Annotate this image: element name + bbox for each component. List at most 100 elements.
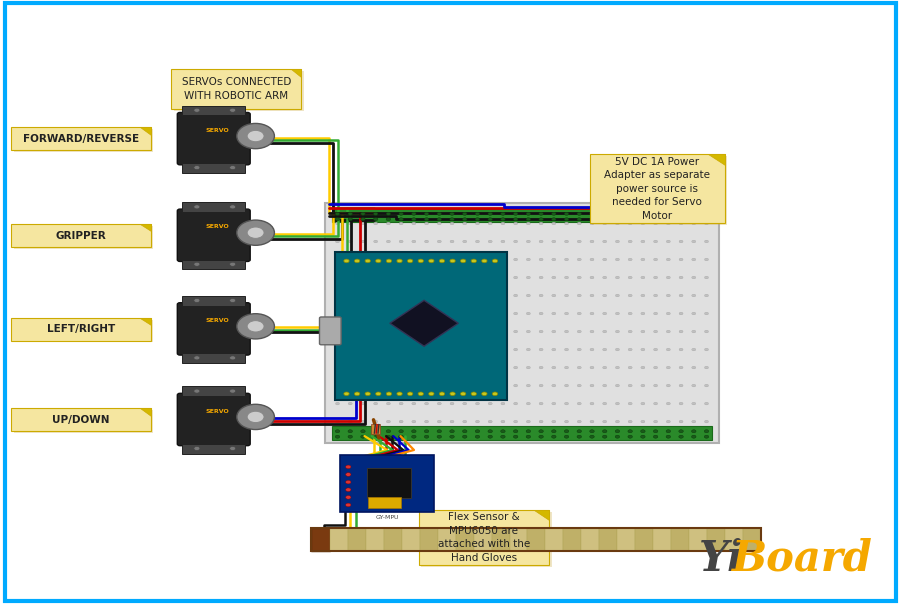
Circle shape <box>346 495 351 499</box>
Circle shape <box>602 217 607 221</box>
Circle shape <box>412 240 416 243</box>
Circle shape <box>346 465 351 469</box>
Circle shape <box>336 402 339 405</box>
FancyBboxPatch shape <box>527 528 545 551</box>
Circle shape <box>336 420 339 423</box>
Circle shape <box>230 108 236 112</box>
Circle shape <box>475 384 480 387</box>
Circle shape <box>348 258 352 261</box>
Circle shape <box>374 222 378 225</box>
Circle shape <box>361 258 365 261</box>
FancyBboxPatch shape <box>332 209 712 222</box>
Circle shape <box>514 312 518 315</box>
Circle shape <box>590 258 594 261</box>
Circle shape <box>425 294 428 297</box>
Circle shape <box>386 222 391 225</box>
Circle shape <box>526 430 531 432</box>
Circle shape <box>705 276 708 279</box>
Circle shape <box>425 384 428 387</box>
Circle shape <box>628 330 632 333</box>
Circle shape <box>361 435 365 438</box>
Circle shape <box>412 276 416 279</box>
Circle shape <box>666 402 670 405</box>
Circle shape <box>471 259 476 263</box>
Circle shape <box>641 312 645 315</box>
Circle shape <box>399 294 403 297</box>
Circle shape <box>514 240 518 243</box>
Text: FORWARD/REVERSE: FORWARD/REVERSE <box>22 134 140 144</box>
Circle shape <box>488 212 492 215</box>
Circle shape <box>564 430 569 432</box>
Polygon shape <box>140 408 150 416</box>
Circle shape <box>425 258 428 261</box>
Circle shape <box>450 259 455 263</box>
Circle shape <box>501 349 505 351</box>
Circle shape <box>237 404 274 429</box>
Circle shape <box>475 330 480 333</box>
Circle shape <box>482 259 487 263</box>
Circle shape <box>348 330 352 333</box>
Circle shape <box>500 430 505 432</box>
Circle shape <box>463 217 467 221</box>
Circle shape <box>590 420 594 423</box>
Circle shape <box>514 222 518 225</box>
Circle shape <box>616 222 619 225</box>
Circle shape <box>450 217 454 221</box>
Circle shape <box>424 212 428 215</box>
Circle shape <box>374 276 378 279</box>
FancyBboxPatch shape <box>563 528 581 551</box>
Circle shape <box>475 420 480 423</box>
Circle shape <box>412 258 416 261</box>
Circle shape <box>514 258 518 261</box>
Text: LEFT/RIGHT: LEFT/RIGHT <box>47 324 115 334</box>
FancyBboxPatch shape <box>473 528 491 551</box>
Circle shape <box>230 205 236 209</box>
FancyBboxPatch shape <box>177 303 250 355</box>
Circle shape <box>348 402 352 405</box>
Circle shape <box>679 212 683 215</box>
FancyBboxPatch shape <box>310 528 330 551</box>
Circle shape <box>475 217 480 221</box>
Circle shape <box>475 258 480 261</box>
Circle shape <box>666 312 670 315</box>
Circle shape <box>450 384 454 387</box>
Circle shape <box>603 402 607 405</box>
Circle shape <box>361 312 365 315</box>
Circle shape <box>439 392 445 396</box>
Circle shape <box>666 420 670 423</box>
Circle shape <box>374 312 378 315</box>
Circle shape <box>691 212 696 215</box>
Circle shape <box>616 366 619 369</box>
Circle shape <box>475 276 480 279</box>
Circle shape <box>653 402 658 405</box>
FancyBboxPatch shape <box>592 156 727 225</box>
Circle shape <box>412 330 416 333</box>
Polygon shape <box>535 510 549 520</box>
Circle shape <box>577 212 581 215</box>
FancyBboxPatch shape <box>335 252 507 400</box>
Circle shape <box>680 349 683 351</box>
Circle shape <box>361 240 365 243</box>
Circle shape <box>399 384 403 387</box>
Polygon shape <box>708 154 725 165</box>
Text: SERVO: SERVO <box>205 128 229 133</box>
Circle shape <box>488 240 492 243</box>
Circle shape <box>705 222 708 225</box>
Circle shape <box>552 258 556 261</box>
Circle shape <box>424 430 428 432</box>
Circle shape <box>552 402 556 405</box>
Circle shape <box>564 312 569 315</box>
Circle shape <box>616 240 619 243</box>
Circle shape <box>194 108 200 112</box>
Circle shape <box>348 366 352 369</box>
Circle shape <box>641 222 645 225</box>
Circle shape <box>590 366 594 369</box>
Circle shape <box>374 435 378 438</box>
Circle shape <box>501 312 505 315</box>
Circle shape <box>616 330 619 333</box>
Circle shape <box>526 258 530 261</box>
Circle shape <box>564 384 569 387</box>
Circle shape <box>653 294 658 297</box>
Circle shape <box>412 420 416 423</box>
Circle shape <box>628 222 632 225</box>
